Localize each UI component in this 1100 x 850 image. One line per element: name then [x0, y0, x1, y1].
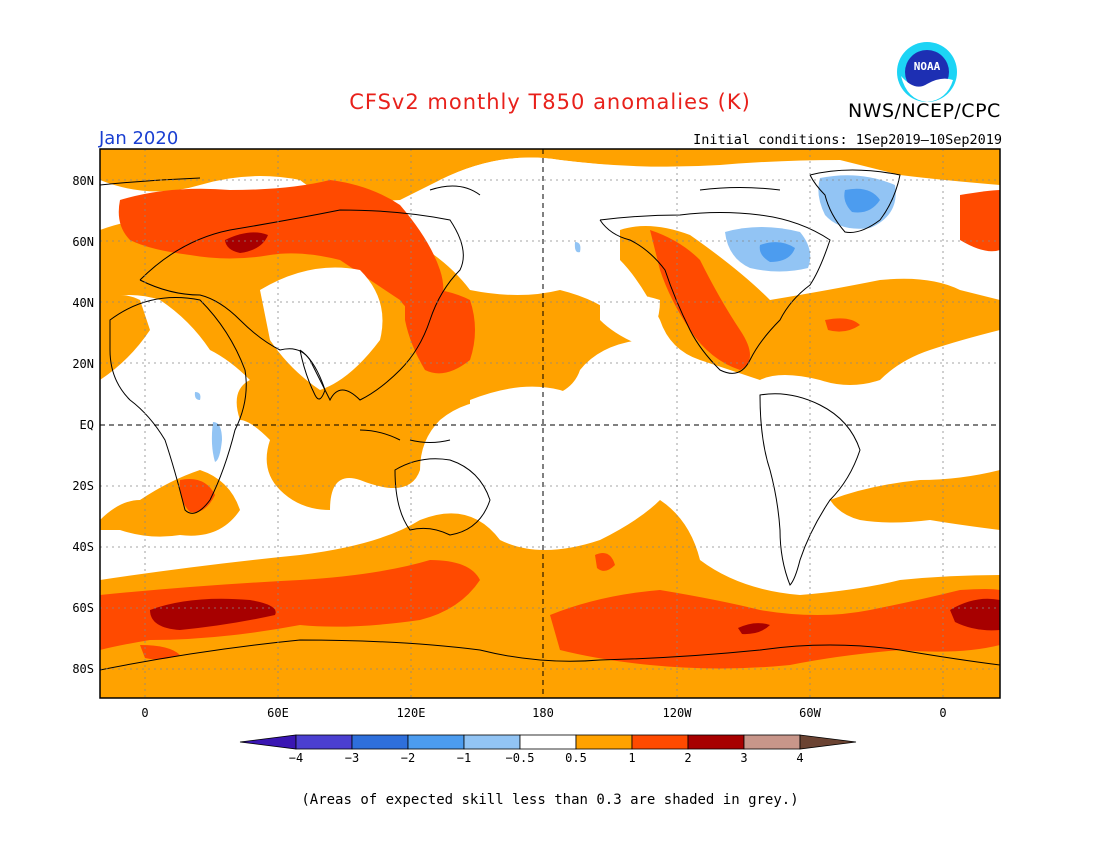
colorbar-end-arrow — [239, 734, 297, 750]
colorbar-tick-label: 3 — [740, 751, 747, 765]
colorbar-tick-label: 4 — [796, 751, 803, 765]
colorbar-swatch — [631, 734, 689, 750]
valid-month: Jan 2020 — [99, 128, 179, 149]
latitude-labels: 80N 60N 40N 20N EQ 20S 40S 60S 80S — [72, 174, 94, 676]
lat-label: EQ — [80, 418, 94, 432]
lat-label: 60N — [72, 235, 94, 249]
colorbar — [239, 734, 857, 750]
lon-label: 120E — [397, 706, 426, 720]
colorbar-tick-label: −0.5 — [506, 751, 535, 765]
lat-label: 20N — [72, 357, 94, 371]
lat-label: 40N — [72, 296, 94, 310]
colorbar-tick-label: 2 — [684, 751, 691, 765]
lat-label: 40S — [72, 540, 94, 554]
anomaly-field — [100, 149, 1000, 698]
colorbar-swatch — [463, 734, 521, 750]
colorbar-swatch — [743, 734, 801, 750]
chart-title: CFSv2 monthly T850 anomalies (K) — [349, 90, 751, 114]
noaa-logo: NOAA — [897, 42, 957, 102]
logo-text: NOAA — [914, 60, 941, 73]
lon-label: 60W — [799, 706, 821, 720]
lat-label: 20S — [72, 479, 94, 493]
colorbar-tick-label: −4 — [289, 751, 303, 765]
lon-label: 0 — [141, 706, 148, 720]
lat-label: 60S — [72, 601, 94, 615]
footnote: (Areas of expected skill less than 0.3 a… — [301, 792, 799, 808]
colorbar-tick-label: 0.5 — [565, 751, 587, 765]
initial-conditions: Initial conditions: 1Sep2019–10Sep2019 — [693, 132, 1002, 148]
colorbar-labels: −4 −3 −2 −1 −0.5 0.5 1 2 3 4 — [289, 751, 804, 765]
lon-label: 0 — [939, 706, 946, 720]
colorbar-tick-label: 1 — [628, 751, 635, 765]
colorbar-swatch — [519, 734, 577, 750]
colorbar-end-arrow — [799, 734, 857, 750]
colorbar-swatch — [687, 734, 745, 750]
colorbar-swatch — [407, 734, 465, 750]
colorbar-tick-label: −2 — [401, 751, 415, 765]
graticule — [100, 149, 1000, 698]
lon-label: 120W — [663, 706, 693, 720]
colorbar-tick-label: −3 — [345, 751, 359, 765]
organization-label: NWS/NCEP/CPC — [848, 100, 1001, 122]
colorbar-swatch — [351, 734, 409, 750]
lon-label: 60E — [267, 706, 289, 720]
colorbar-tick-label: −1 — [457, 751, 471, 765]
lat-label: 80N — [72, 174, 94, 188]
coastlines — [100, 169, 1000, 671]
lat-label: 80S — [72, 662, 94, 676]
colorbar-swatch — [575, 734, 633, 750]
colorbar-swatch — [295, 734, 353, 750]
map-frame — [99, 148, 1001, 699]
lon-label: 180 — [532, 706, 554, 720]
longitude-labels: 0 60E 120E 180 120W 60W 0 — [141, 706, 946, 720]
